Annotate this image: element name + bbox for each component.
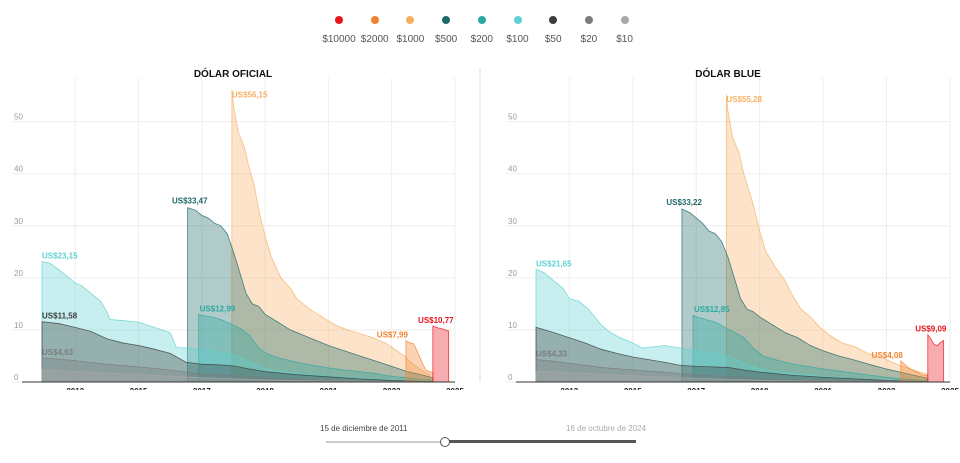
y-tick-label: 10	[14, 321, 23, 330]
legend-label: $2000	[360, 34, 389, 45]
area-series-100[interactable]	[41, 260, 434, 383]
legend-label: $10000	[322, 34, 356, 45]
data-label: US$55,28	[726, 95, 762, 104]
legend-item[interactable]: $1000	[390, 16, 430, 47]
x-tick-label: 2021	[814, 387, 832, 390]
legend-dot	[442, 16, 451, 24]
area-series-500[interactable]	[681, 208, 929, 383]
chart-panel: DÓLAR BLUE 0 10 20 30 40 50 2013 2015 2017 2019 202…	[506, 67, 959, 390]
legend-label: $10	[616, 34, 633, 45]
legend-item[interactable]: $50	[533, 16, 573, 47]
legend-dot	[370, 16, 379, 24]
area-series-2000[interactable]	[900, 359, 929, 383]
slider-track-inactive[interactable]	[326, 441, 444, 443]
area-series-1000[interactable]	[725, 94, 929, 383]
legend-item[interactable]: $500	[426, 16, 466, 47]
data-label: US$10,77	[418, 316, 454, 325]
data-label: US$21,65	[536, 259, 572, 268]
y-tick-label: 40	[14, 165, 23, 174]
x-tick-label: 2013	[560, 387, 578, 390]
data-label: US$56,15	[232, 91, 268, 100]
x-tick-label: 2023	[383, 387, 401, 390]
x-tick-label: 2017	[193, 387, 211, 390]
legend: $10000 $2000 $1000 $500 $200 $100 $50 $20 $10	[0, 16, 960, 46]
x-tick-label: 2015	[130, 387, 148, 390]
data-label: US$12,99	[200, 304, 236, 313]
y-tick-label: 30	[508, 217, 517, 226]
data-label: US$4,33	[536, 349, 568, 358]
legend-dot	[335, 16, 343, 24]
legend-item[interactable]: $10	[605, 16, 645, 47]
area-series-10000[interactable]	[432, 325, 450, 383]
y-tick-label: 0	[508, 373, 513, 382]
x-tick-label: 2017	[687, 387, 705, 390]
legend-item[interactable]: $100	[498, 16, 538, 47]
y-tick-label: 40	[508, 165, 517, 174]
legend-label: $50	[544, 34, 562, 45]
legend-item[interactable]: $10000	[319, 16, 359, 47]
y-tick-label: 20	[508, 269, 517, 278]
data-label: US$7,99	[377, 330, 409, 339]
area-series-50[interactable]	[535, 326, 929, 383]
date-range-slider[interactable]: 15 de diciembre de 2011 16 de octubre de…	[320, 424, 650, 454]
legend-dot	[549, 16, 558, 24]
area-series-1000[interactable]	[231, 89, 431, 383]
y-tick-label: 20	[14, 269, 23, 278]
legend-label: $1000	[396, 34, 425, 45]
legend-label: $20	[580, 34, 598, 45]
data-label: US$9,09	[915, 325, 947, 334]
slider-end-label: 16 de octubre de 2024	[566, 424, 647, 433]
data-label: US$12,85	[694, 305, 730, 314]
data-label: US$4,63	[42, 348, 74, 357]
x-tick-label: 2019	[751, 387, 769, 390]
slider-start-label: 15 de diciembre de 2011	[320, 424, 408, 433]
area-series-2000[interactable]	[405, 339, 434, 383]
legend-dot	[584, 16, 593, 24]
data-label: US$4,08	[872, 351, 904, 360]
slider-track-active[interactable]	[443, 440, 636, 443]
x-tick-label: 2015	[624, 387, 642, 390]
area-series-10000[interactable]	[927, 333, 945, 383]
y-tick-label: 10	[508, 321, 517, 330]
area-series-500[interactable]	[187, 207, 434, 383]
legend-dot	[620, 16, 629, 24]
legend-item[interactable]: $20	[569, 16, 609, 47]
chart-panel: DÓLAR OFICIAL 0 10 20 30 40 50 2013 2015 2017 2019…	[12, 67, 464, 390]
x-tick-label: 2025	[446, 387, 464, 390]
legend-label: $100	[506, 34, 529, 45]
data-label: US$11,58	[42, 312, 78, 321]
area-series-200[interactable]	[692, 314, 929, 383]
x-tick-label: 2013	[66, 387, 84, 390]
chart-title: DÓLAR BLUE	[695, 67, 761, 80]
legend-dot	[477, 16, 486, 24]
legend-dot	[513, 16, 522, 24]
charts: DÓLAR OFICIAL 0 10 20 30 40 50 2013 2015 2017 2019…	[12, 67, 959, 390]
legend-dot	[406, 16, 415, 24]
data-label: US$33,22	[666, 198, 702, 207]
chart-title: DÓLAR OFICIAL	[194, 67, 272, 80]
data-label: US$33,47	[172, 197, 208, 206]
slider-handle[interactable]	[439, 437, 450, 447]
y-tick-label: 50	[508, 113, 517, 122]
legend-item[interactable]: $2000	[355, 16, 395, 47]
data-label: US$23,15	[42, 251, 78, 260]
x-tick-label: 2019	[256, 387, 274, 390]
y-tick-label: 30	[14, 217, 23, 226]
y-tick-label: 0	[14, 373, 19, 382]
legend-item[interactable]: $200	[462, 16, 502, 47]
legend-label: $200	[470, 34, 493, 45]
x-tick-label: 2023	[878, 387, 896, 390]
y-tick-label: 50	[14, 113, 23, 122]
legend-label: $500	[434, 34, 458, 45]
x-tick-label: 2025	[941, 387, 959, 390]
x-tick-label: 2021	[320, 387, 338, 390]
